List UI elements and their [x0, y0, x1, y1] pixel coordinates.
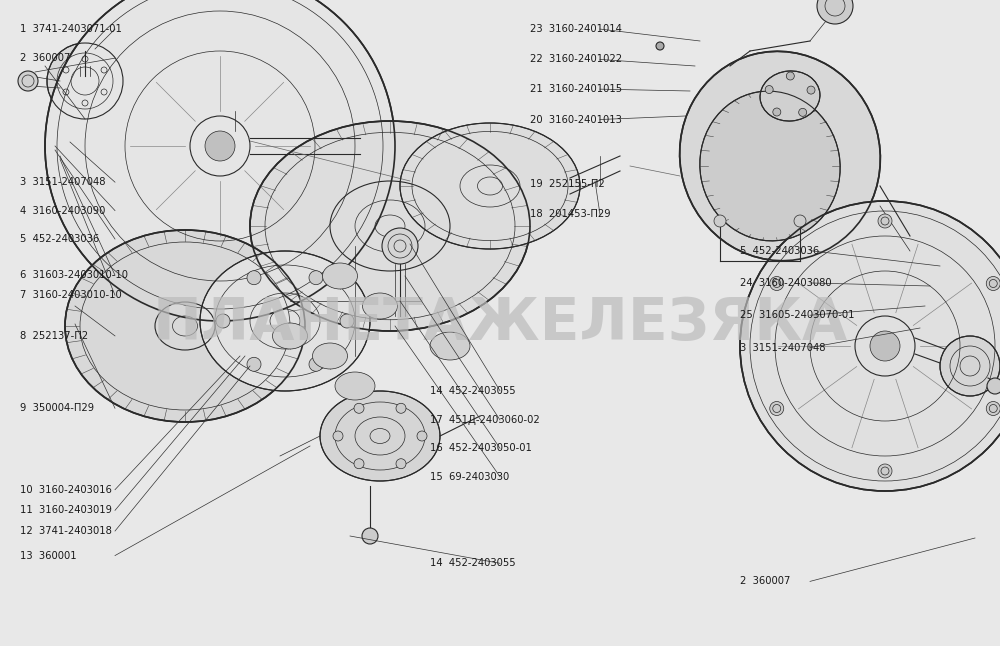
Circle shape [714, 215, 726, 227]
Text: 13  360001: 13 360001 [20, 550, 77, 561]
Circle shape [362, 528, 378, 544]
Text: 14  452-2403055: 14 452-2403055 [430, 558, 516, 568]
Text: 12  3741-2403018: 12 3741-2403018 [20, 526, 112, 536]
Ellipse shape [430, 332, 470, 360]
Circle shape [799, 109, 807, 116]
Text: 1  3741-2403071-01: 1 3741-2403071-01 [20, 24, 122, 34]
Circle shape [740, 201, 1000, 491]
Ellipse shape [320, 391, 440, 481]
Circle shape [354, 459, 364, 469]
Text: 2  360007: 2 360007 [20, 53, 70, 63]
Circle shape [940, 336, 1000, 396]
Circle shape [309, 357, 323, 371]
Circle shape [807, 86, 815, 94]
Circle shape [770, 276, 784, 291]
Ellipse shape [250, 121, 530, 331]
Circle shape [870, 331, 900, 361]
Circle shape [396, 403, 406, 413]
Text: 18  201453-П29: 18 201453-П29 [530, 209, 611, 220]
Circle shape [340, 314, 354, 328]
Circle shape [986, 402, 1000, 415]
Circle shape [205, 131, 235, 161]
Circle shape [986, 276, 1000, 291]
Text: 4  3160-2403090: 4 3160-2403090 [20, 205, 105, 216]
Ellipse shape [200, 251, 370, 391]
Text: 15  69-2403030: 15 69-2403030 [430, 472, 509, 482]
Circle shape [354, 403, 364, 413]
Text: 21  3160-2401015: 21 3160-2401015 [530, 84, 622, 94]
Circle shape [417, 431, 427, 441]
Text: 11  3160-2403019: 11 3160-2403019 [20, 505, 112, 516]
Text: 23  3160-2401014: 23 3160-2401014 [530, 24, 622, 34]
Ellipse shape [335, 372, 375, 400]
Text: 22  3160-2401022: 22 3160-2401022 [530, 54, 622, 65]
Ellipse shape [760, 71, 820, 121]
Text: ПЛАНЕТАЖЕЛЕЗЯКА: ПЛАНЕТАЖЕЛЕЗЯКА [152, 295, 848, 351]
Circle shape [773, 108, 781, 116]
Circle shape [765, 85, 773, 94]
Circle shape [18, 71, 38, 91]
Ellipse shape [700, 91, 840, 241]
Text: 3  3151-2407048: 3 3151-2407048 [740, 342, 826, 353]
Circle shape [45, 0, 395, 321]
Text: 7  3160-2403010-10: 7 3160-2403010-10 [20, 290, 122, 300]
Circle shape [396, 459, 406, 469]
Text: 24  3160-2403080: 24 3160-2403080 [740, 278, 832, 288]
Text: 14  452-2403055: 14 452-2403055 [430, 386, 516, 396]
Text: 8  252137-П2: 8 252137-П2 [20, 331, 88, 341]
Circle shape [247, 271, 261, 285]
Text: 9  350004-П29: 9 350004-П29 [20, 403, 94, 413]
Ellipse shape [362, 293, 398, 319]
Circle shape [309, 271, 323, 285]
Circle shape [786, 72, 794, 80]
Text: 5  452-2403036: 5 452-2403036 [20, 234, 99, 244]
Text: 6  31603-2403010-10: 6 31603-2403010-10 [20, 270, 128, 280]
Text: 3  3151-2407048: 3 3151-2407048 [20, 177, 106, 187]
Text: 17  451Д-2403060-02: 17 451Д-2403060-02 [430, 415, 540, 425]
Circle shape [878, 464, 892, 478]
Circle shape [794, 215, 806, 227]
Circle shape [656, 42, 664, 50]
Ellipse shape [312, 343, 348, 369]
Circle shape [247, 357, 261, 371]
Circle shape [47, 43, 123, 119]
Ellipse shape [400, 123, 580, 249]
Circle shape [770, 402, 784, 415]
Text: 5  452-2403036: 5 452-2403036 [740, 245, 819, 256]
Ellipse shape [322, 263, 358, 289]
Text: 19  252155-П2: 19 252155-П2 [530, 179, 605, 189]
Circle shape [987, 378, 1000, 394]
Ellipse shape [65, 230, 305, 422]
Text: 10  3160-2403016: 10 3160-2403016 [20, 484, 112, 495]
Circle shape [382, 228, 418, 264]
Ellipse shape [680, 51, 880, 261]
Text: 16  452-2403050-01: 16 452-2403050-01 [430, 443, 532, 453]
Circle shape [216, 314, 230, 328]
Circle shape [817, 0, 853, 24]
Text: 25  31605-2403070-01: 25 31605-2403070-01 [740, 310, 854, 320]
Text: 2  360007: 2 360007 [740, 576, 790, 587]
Ellipse shape [272, 323, 308, 349]
Circle shape [878, 214, 892, 228]
Text: 20  3160-2401013: 20 3160-2401013 [530, 114, 622, 125]
Circle shape [333, 431, 343, 441]
